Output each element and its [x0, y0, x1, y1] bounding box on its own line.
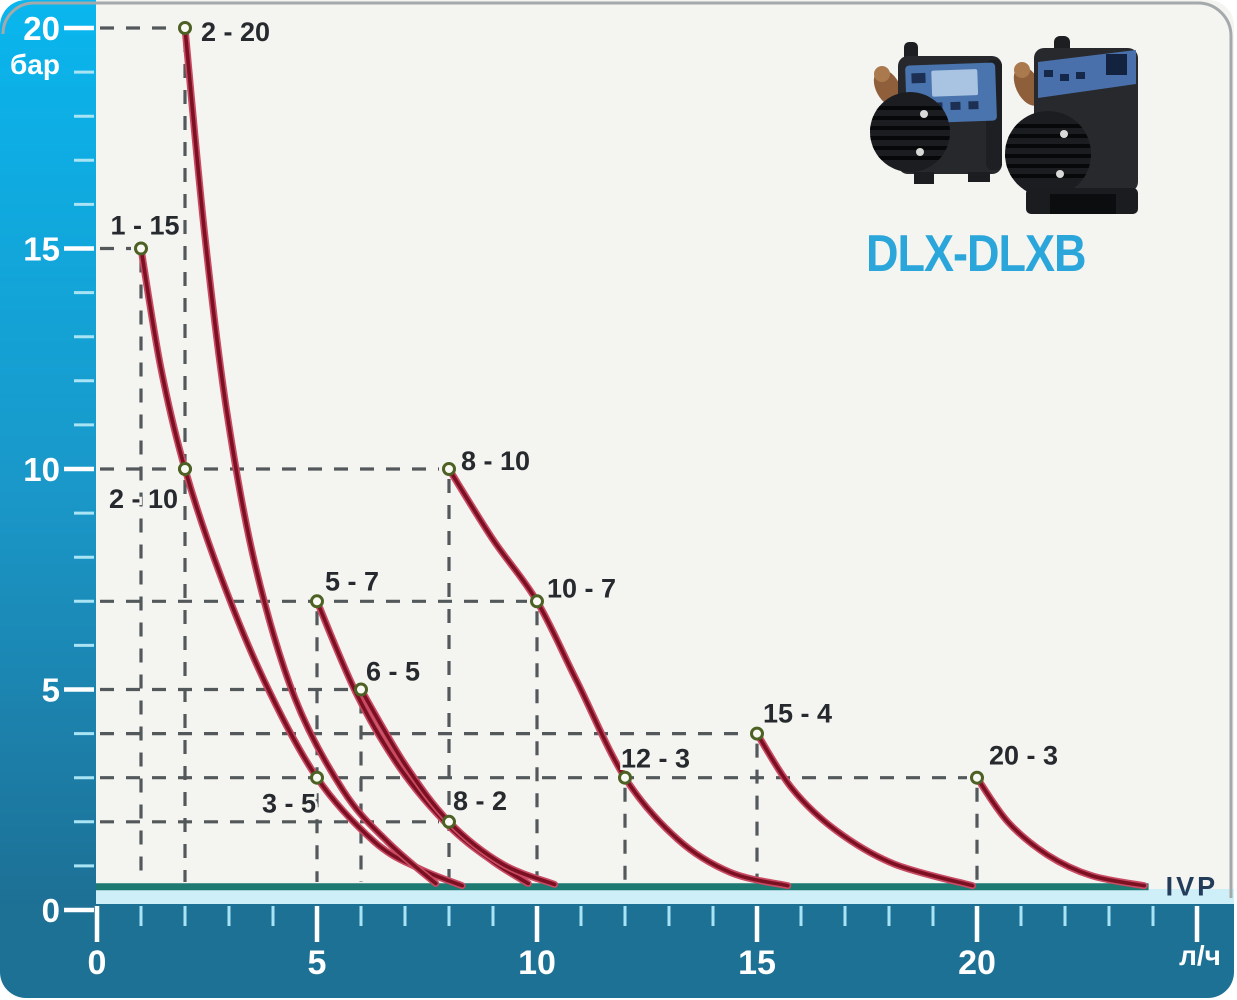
marker-label-8-10: 8 - 10: [461, 446, 530, 476]
curve-core-8-10-10-7-12-3: [447, 467, 790, 888]
marker-label-15-4: 15 - 4: [763, 699, 832, 729]
marker-label-3-5: 3 - 5: [262, 789, 316, 819]
marker-10-7: [530, 594, 544, 609]
curve-core-1-15-2-10-3-5: [139, 246, 464, 888]
marker-label-2-20: 2 - 20: [201, 17, 270, 47]
pump-dlx: [870, 42, 1002, 184]
curve-core-15-4: [755, 731, 975, 888]
y-axis-band: [0, 0, 96, 904]
marker-2-10: [178, 462, 192, 476]
x-axis-label-15: 15: [738, 944, 776, 982]
x-axis-label-10: 10: [518, 944, 556, 982]
marker-label-12-3: 12 - 3: [621, 744, 690, 774]
x-axis-band: [0, 904, 1234, 998]
marker-label-5-7: 5 - 7: [325, 566, 379, 596]
marker-2-20: [178, 21, 192, 35]
curve-core-20-3: [975, 775, 1146, 888]
pump-product-image: [870, 36, 1138, 214]
curve-core-2-20: [183, 26, 438, 886]
marker-label-1-15: 1 - 15: [110, 211, 179, 241]
marker-label-20-3: 20 - 3: [989, 741, 1058, 771]
marker-3-5: [310, 770, 324, 785]
y-axis-label-10: 10: [23, 451, 60, 488]
y-axis-label-15: 15: [23, 231, 60, 268]
marker-8-10: [442, 462, 456, 476]
baseline-strip: [96, 889, 1234, 905]
x-axis-unit: л/ч: [1179, 940, 1221, 971]
card-frame: [1, 1, 1233, 898]
x-axis-label-5: 5: [308, 944, 327, 982]
x-axis-label-20: 20: [958, 944, 996, 982]
y-axis-label-20: 20: [23, 10, 60, 47]
y-axis-unit: бар: [10, 49, 60, 80]
marker-1-15: [134, 241, 148, 256]
marker-label-8-2: 8 - 2: [453, 786, 507, 816]
marker-20-3: [970, 770, 984, 785]
x-axis-label-0: 0: [88, 944, 107, 982]
marker-6-5: [354, 682, 368, 697]
marker-8-2: [442, 814, 456, 829]
pump-dlxb: [1005, 36, 1138, 214]
marker-label-6-5: 6 - 5: [366, 657, 420, 687]
marker-label-2-10: 2 - 10: [109, 484, 178, 514]
marker-5-7: [310, 594, 324, 609]
ivp-label: IVP: [1166, 872, 1219, 902]
y-axis-label-5: 5: [42, 672, 60, 709]
product-title: DLX-DLXB: [866, 224, 1086, 283]
marker-12-3: [618, 770, 632, 785]
y-axis-label-0: 0: [42, 892, 60, 929]
marker-15-4: [750, 726, 764, 741]
marker-label-10-7: 10 - 7: [547, 573, 616, 603]
